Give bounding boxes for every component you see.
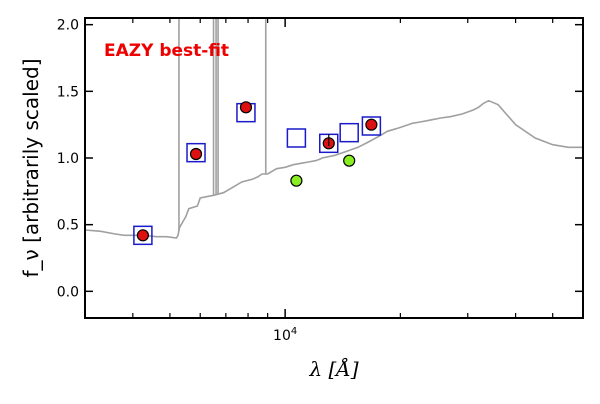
y-tick-label: 1.5 [57,84,79,100]
y-tick-label: 1.0 [57,151,79,167]
model-photometry-square [361,116,382,136]
observed-flux-point [136,229,150,242]
tick-labels-layer: 0.0 0.5 1.0 1.5 2.0 104 [57,18,298,344]
x-axis-title: λ [Å] [308,356,358,381]
model-photometry-square [133,225,153,246]
observed-flux-point [189,147,203,161]
plot-frame [84,17,584,319]
y-tick-label: 0.0 [57,284,79,300]
annotation-label: EAZY best-fit [104,41,229,61]
y-tick-label: 2.0 [57,18,79,34]
observed-flux-point [365,118,378,131]
model-spectrum-line [85,99,583,239]
x-tick-label: 104 [273,326,297,344]
model-photometry-square [286,128,307,148]
model-photometry-square [186,142,206,163]
model-photometry-square [339,122,359,143]
plot-series-layer [85,18,583,246]
secondary-flux-point [343,154,356,167]
observed-flux-point [239,101,253,114]
y-axis-title: f_ν [arbitrarily scaled] [19,59,43,278]
axis-ticks-layer [85,18,583,318]
secondary-flux-point [290,174,303,187]
y-tick-label: 0.5 [57,218,79,234]
